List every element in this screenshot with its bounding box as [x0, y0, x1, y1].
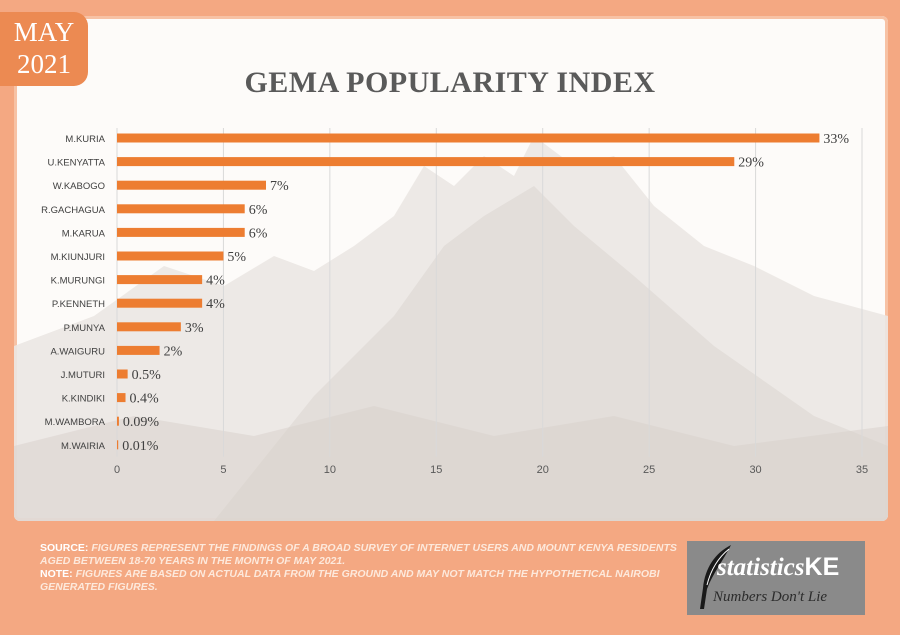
category-label: W.KABOGO: [53, 181, 105, 192]
bar-k-murungi: [117, 275, 203, 285]
category-label: M.KIUNJURI: [51, 252, 105, 263]
category-label: U.KENYATTA: [47, 158, 105, 169]
badge-year: 2021: [17, 49, 71, 79]
data-label: 4%: [206, 274, 225, 289]
chart-title: GEMA POPULARITY INDEX: [244, 66, 656, 99]
category-label: M.KURIA: [65, 134, 105, 145]
data-label: 0.09%: [123, 415, 160, 430]
x-tick-label: 5: [220, 464, 226, 476]
category-label: M.WAIRIA: [61, 441, 106, 452]
category-label: P.KENNETH: [52, 299, 105, 310]
data-label: 7%: [270, 179, 289, 194]
category-label: K.MURUNGI: [51, 276, 105, 287]
category-label: P.MUNYA: [64, 323, 106, 334]
category-label: J.MUTURI: [61, 370, 105, 381]
bar-m-wambora: [117, 416, 119, 426]
bar-m-kuria: [117, 133, 820, 143]
note-text: FIGURES ARE BASED ON ACTUAL DATA FROM TH…: [40, 568, 660, 593]
x-tick-label: 30: [749, 464, 761, 476]
x-tick-label: 35: [856, 464, 868, 476]
mountain-background: [14, 136, 888, 521]
category-label: M.KARUA: [62, 228, 106, 239]
chart-panel: [14, 16, 888, 521]
source-label: SOURCE:: [40, 542, 89, 554]
logo-brand: statisticsKE: [717, 553, 839, 582]
x-tick-label: 0: [114, 464, 120, 476]
data-label: 0.5%: [132, 368, 162, 383]
data-label: 4%: [206, 297, 225, 312]
bar-w-kabogo: [117, 180, 266, 190]
quill-pen-icon: [700, 545, 731, 609]
bar-m-karua: [117, 227, 245, 237]
category-label: A.WAIGURU: [50, 346, 105, 357]
logo-brand-suffix: KE: [804, 553, 840, 581]
x-tick-label: 25: [643, 464, 655, 476]
bar-r-gachagua: [117, 204, 245, 214]
category-label: M.WAMBORA: [45, 417, 106, 428]
x-tick-label: 10: [324, 464, 336, 476]
bar-j-muturi: [117, 369, 128, 379]
bar-k-kindiki: [117, 393, 126, 403]
bar-p-kenneth: [117, 298, 203, 308]
statistics-ke-logo: statisticsKE Numbers Don't Lie: [687, 541, 865, 615]
bar-m-kiunjuri: [117, 251, 224, 261]
bar-u-kenyatta: [117, 157, 735, 167]
data-label: 0.01%: [122, 439, 159, 454]
data-label: 6%: [249, 226, 268, 241]
category-label: R.GACHAGUA: [41, 205, 106, 216]
logo-tagline: Numbers Don't Lie: [713, 589, 828, 605]
data-label: 5%: [227, 250, 246, 265]
data-label: 0.4%: [130, 392, 160, 407]
data-label: 6%: [249, 203, 268, 218]
logo-brand-name: statistics: [717, 554, 805, 581]
bar-chart: 0 5 10 15 20 25 30 35 M.KURIA 33% U.KENYATTA 29% W.K…: [41, 128, 868, 476]
badge-month: MAY: [13, 17, 75, 47]
data-label: 3%: [185, 321, 204, 336]
x-tick-label: 15: [430, 464, 442, 476]
bar-p-munya: [117, 322, 181, 332]
bar-a-waiguru: [117, 345, 160, 355]
note-label: NOTE:: [40, 568, 73, 580]
data-label: 33%: [823, 132, 849, 147]
date-badge: MAY 2021: [0, 12, 88, 86]
x-tick-label: 20: [537, 464, 549, 476]
bar-m-wairia: [117, 440, 119, 450]
category-label: K.KINDIKI: [62, 394, 105, 405]
data-label: 2%: [164, 344, 183, 359]
source-text: FIGURES REPRESENT THE FINDINGS OF A BROA…: [40, 542, 677, 567]
footer-notes: SOURCE: FIGURES REPRESENT THE FINDINGS O…: [40, 542, 680, 594]
data-label: 29%: [738, 156, 764, 171]
